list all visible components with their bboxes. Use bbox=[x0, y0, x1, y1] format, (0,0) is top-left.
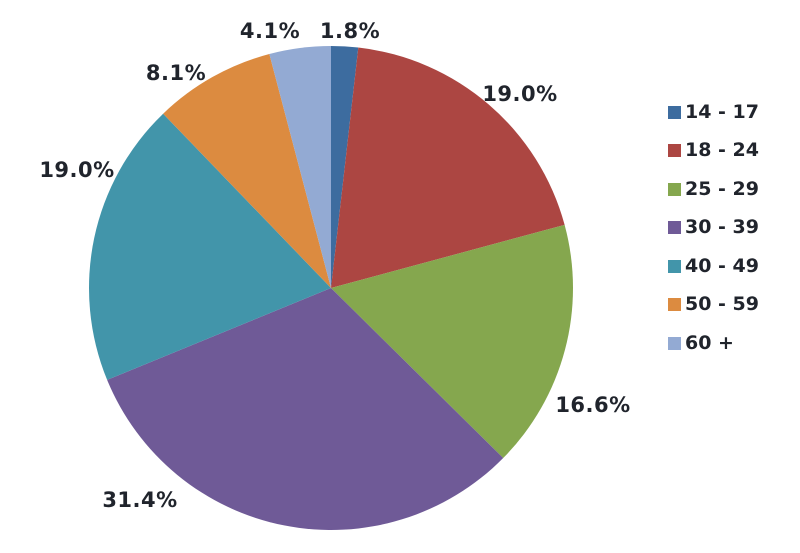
legend-item-30-39: 30 - 39 bbox=[668, 209, 759, 248]
legend-label: 18 - 24 bbox=[685, 139, 759, 162]
legend-item-50-59: 50 - 59 bbox=[668, 286, 759, 325]
pie-slice-40-49 bbox=[89, 113, 331, 380]
pie-slice-60+ bbox=[269, 46, 331, 288]
legend-swatch-14-17 bbox=[668, 105, 681, 119]
pie-label-30-39: 31.4% bbox=[102, 488, 178, 512]
legend-item-18-24: 18 - 24 bbox=[668, 132, 759, 171]
pie-slice-18-24 bbox=[331, 47, 565, 288]
legend-item-40-49: 40 - 49 bbox=[668, 247, 759, 286]
legend-label: 40 - 49 bbox=[685, 254, 759, 277]
pie-label-50-59: 8.1% bbox=[145, 61, 207, 85]
legend-swatch-60-plus bbox=[668, 336, 681, 350]
legend-label: 30 - 39 bbox=[685, 216, 759, 239]
legend-swatch-25-29 bbox=[668, 182, 681, 196]
legend-item-60-plus: 60 + bbox=[668, 324, 759, 363]
pie-label-18-24: 19.0% bbox=[482, 82, 558, 106]
pie-label-40-49: 19.0% bbox=[39, 158, 115, 182]
legend-label: 14 - 17 bbox=[685, 100, 759, 123]
pie-label-60-plus: 4.1% bbox=[239, 19, 301, 43]
pie-slice-14-17 bbox=[331, 46, 359, 288]
pie-slice-25-29 bbox=[331, 224, 573, 459]
legend: 14 - 17 18 - 24 25 - 29 30 - 39 40 - 49 … bbox=[668, 93, 759, 363]
legend-swatch-50-59 bbox=[668, 298, 681, 312]
legend-item-14-17: 14 - 17 bbox=[668, 93, 759, 132]
legend-label: 50 - 59 bbox=[685, 293, 759, 316]
legend-swatch-30-39 bbox=[668, 221, 681, 235]
legend-label: 60 + bbox=[685, 331, 734, 354]
pie-label-25-29: 16.6% bbox=[555, 393, 631, 417]
legend-label: 25 - 29 bbox=[685, 177, 759, 200]
legend-swatch-40-49 bbox=[668, 259, 681, 273]
pie-slice-30-39 bbox=[107, 288, 504, 530]
legend-item-25-29: 25 - 29 bbox=[668, 170, 759, 209]
pie-slice-50-59 bbox=[163, 53, 331, 288]
legend-swatch-18-24 bbox=[668, 144, 681, 158]
pie-label-14-17: 1.8% bbox=[319, 19, 381, 43]
